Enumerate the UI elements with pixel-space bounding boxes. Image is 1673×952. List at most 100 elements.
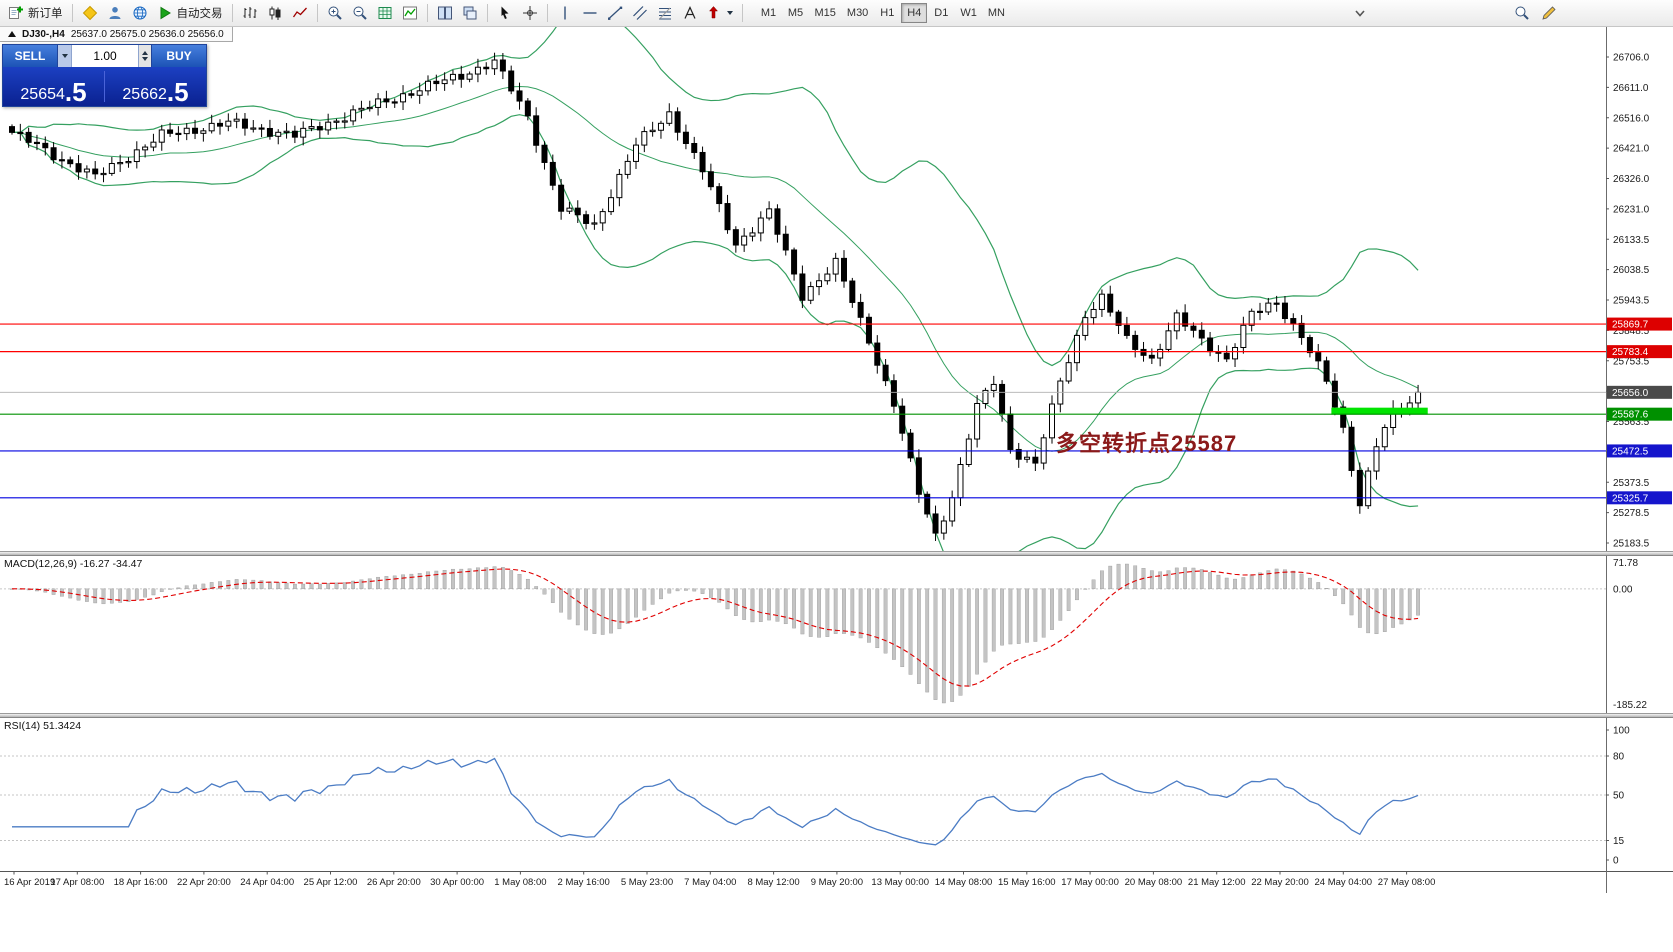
line-chart-button[interactable]	[288, 2, 312, 24]
timeframe-button-m5[interactable]: M5	[783, 3, 809, 23]
tile-windows-button[interactable]	[433, 2, 457, 24]
toolbar-separator	[316, 4, 318, 22]
panel-splitter[interactable]	[0, 551, 1673, 556]
macd-histogram-bar	[567, 588, 572, 620]
timeframe-button-m30[interactable]: M30	[842, 3, 873, 23]
rsi-canvas[interactable]: 100 80 50 15 0	[0, 718, 1673, 871]
cascade-windows-button[interactable]	[458, 2, 482, 24]
candle-body	[225, 120, 232, 127]
candle-body	[1306, 337, 1313, 354]
timeframe-button-h1[interactable]: H1	[874, 3, 900, 23]
buy-price[interactable]: 25662.5	[105, 67, 206, 106]
candle-body	[25, 131, 32, 143]
candle-body	[516, 90, 523, 102]
macd-histogram-bar	[991, 588, 996, 652]
fibonacci-button[interactable]	[653, 2, 677, 24]
candle-body	[1223, 352, 1230, 360]
macd-histogram-bar	[1000, 588, 1004, 646]
buy-button[interactable]: BUY	[152, 45, 206, 67]
candle-body	[200, 130, 207, 134]
new-order-button[interactable]: 新订单	[4, 2, 67, 24]
candle-body	[433, 80, 440, 85]
search-button[interactable]	[1510, 2, 1534, 24]
main-chart-canvas[interactable]: 26706.0 26611.0 26516.0 26421.0 26326.0 26231…	[0, 27, 1673, 551]
macd-histogram-bar	[883, 588, 888, 654]
trade-prices-row: 25654.5 25662.5	[3, 67, 206, 106]
time-axis-label: 17 May 00:00	[1061, 877, 1119, 888]
macd-histogram-bar	[850, 588, 855, 636]
candle-body	[425, 80, 431, 92]
lot-dropdown[interactable]	[57, 45, 72, 67]
price-axis-label: 26516.0	[1613, 113, 1650, 124]
candle-body	[275, 131, 282, 137]
candle-body	[824, 273, 831, 282]
cursor-button[interactable]	[493, 2, 517, 24]
macd-histogram-bar	[733, 588, 738, 616]
candle-body	[508, 70, 515, 92]
price-badge	[1607, 444, 1672, 458]
timeframe-button-m15[interactable]: M15	[810, 3, 841, 23]
lot-size-input[interactable]	[72, 45, 138, 67]
zoom-out-button[interactable]	[348, 2, 372, 24]
community-button[interactable]	[128, 2, 152, 24]
indicators-button[interactable]	[398, 2, 422, 24]
price-axis-label: 25373.5	[1613, 478, 1650, 489]
time-axis-label: 5 May 23:00	[621, 877, 673, 888]
text-button[interactable]	[678, 2, 702, 24]
candle-body	[408, 93, 415, 96]
price-badge	[1607, 317, 1672, 331]
horizontal-line-button[interactable]	[578, 2, 602, 24]
macd-histogram-bar	[85, 588, 89, 602]
candle-body	[383, 98, 390, 103]
panel-splitter[interactable]	[0, 713, 1673, 718]
bar-chart-button[interactable]	[238, 2, 262, 24]
timeframe-button-m1[interactable]: M1	[756, 3, 782, 23]
timeframe-button-mn[interactable]: MN	[983, 3, 1010, 23]
sell-button[interactable]: SELL	[3, 45, 57, 67]
rsi-scale-label: 80	[1613, 752, 1625, 763]
quick-edit-button[interactable]	[1537, 2, 1561, 24]
time-axis-label: 2 May 16:00	[558, 877, 610, 888]
zoom-in-button[interactable]	[323, 2, 347, 24]
sell-price[interactable]: 25654.5	[3, 67, 104, 106]
crosshair-button[interactable]	[518, 2, 542, 24]
market-watch-button[interactable]	[78, 2, 102, 24]
candlestick-chart-button[interactable]	[263, 2, 287, 24]
grid-button[interactable]	[373, 2, 397, 24]
channel-button[interactable]	[628, 2, 652, 24]
rsi-scale-label: 50	[1613, 791, 1625, 802]
candle-body	[1148, 354, 1155, 359]
candle-body	[75, 163, 82, 173]
arrows-button[interactable]	[703, 2, 737, 24]
timeframe-button-w1[interactable]: W1	[955, 3, 982, 23]
highlight-segment[interactable]	[1331, 407, 1428, 415]
time-axis[interactable]: 16 Apr 2019 17 Apr 08:00 18 Apr 16:00 22 Ap…	[0, 871, 1673, 893]
chart-title-bar[interactable]: DJ30-,H4 25637.0 25675.0 25636.0 25656.0	[0, 27, 233, 42]
macd-histogram-bar	[1050, 588, 1054, 630]
macd-canvas[interactable]: 71.78 0.00 -185.22	[0, 556, 1673, 713]
toolbar-overflow-button[interactable]	[1348, 2, 1372, 24]
auto-trading-button[interactable]: 自动交易	[153, 2, 227, 24]
chart-annotation[interactable]: 多空转折点25587	[1056, 430, 1238, 456]
candle-body	[83, 168, 90, 173]
candle-body	[599, 211, 606, 224]
accounts-button[interactable]	[103, 2, 127, 24]
lot-stepper[interactable]	[138, 45, 152, 67]
macd-histogram-bar	[51, 588, 56, 595]
trendline-button[interactable]	[603, 2, 627, 24]
timeframe-button-h4[interactable]: H4	[901, 3, 928, 23]
candle-body	[583, 214, 590, 224]
chevron-down-icon	[726, 11, 733, 15]
candle-body	[416, 90, 423, 96]
candle-body	[591, 222, 598, 225]
vertical-line-button[interactable]	[553, 2, 577, 24]
time-axis-label: 22 Apr 20:00	[177, 877, 231, 888]
chart-ohlc-values: 25637.0 25675.0 25636.0 25656.0	[70, 28, 224, 40]
candle-body	[566, 207, 573, 212]
candle-body	[466, 73, 473, 80]
timeframe-button-d1[interactable]: D1	[928, 3, 954, 23]
auto-trading-label: 自动交易	[176, 8, 223, 20]
one-click-collapse-icon[interactable]	[8, 31, 16, 37]
candle-body	[657, 122, 664, 131]
